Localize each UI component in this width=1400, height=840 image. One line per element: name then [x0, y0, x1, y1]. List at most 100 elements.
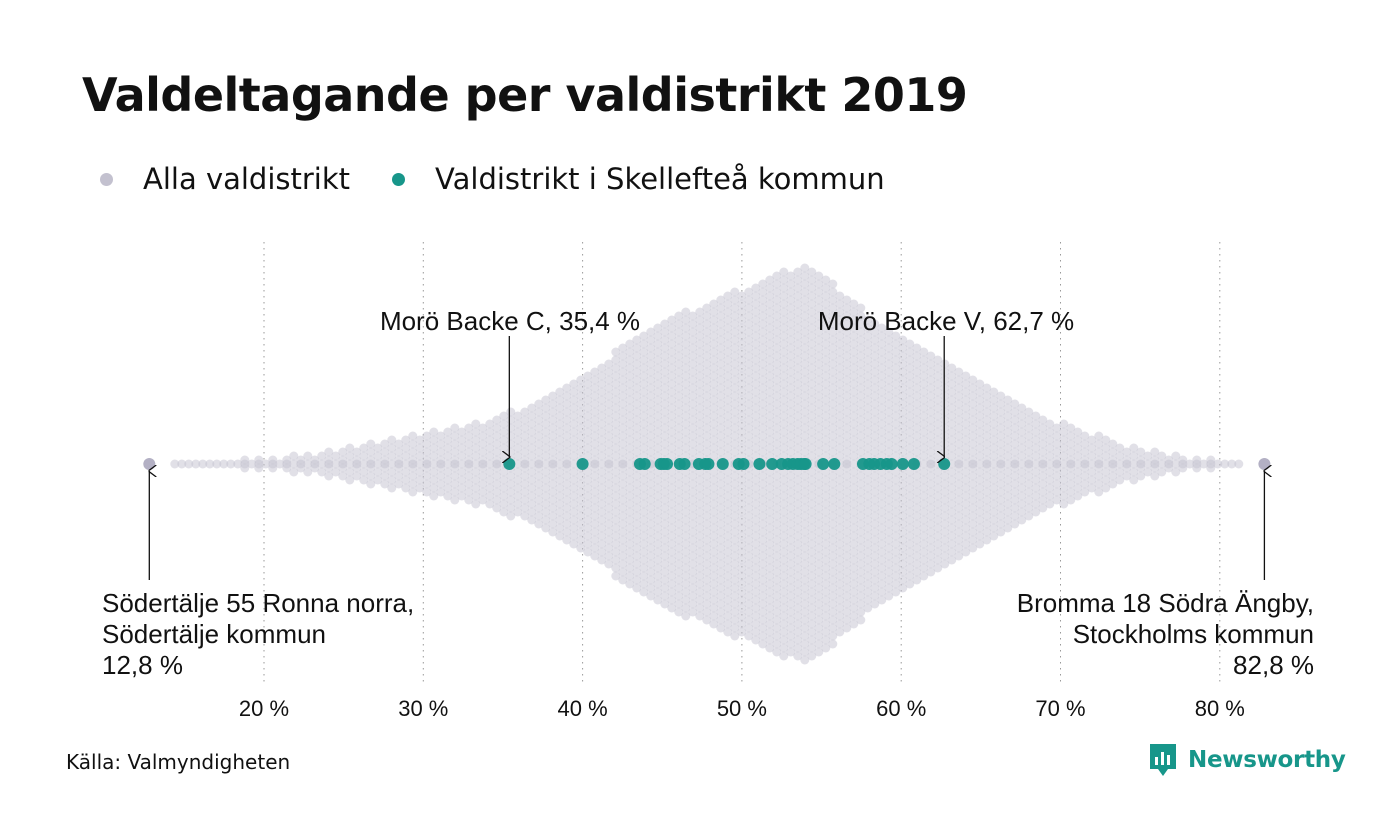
swarm-point — [891, 467, 901, 477]
swarm-point — [702, 543, 712, 553]
swarm-point — [856, 391, 866, 401]
swarm-point — [709, 379, 719, 389]
swarm-point — [849, 315, 859, 325]
swarm-point — [625, 451, 635, 461]
swarm-point — [380, 439, 390, 449]
swarm-point — [849, 555, 859, 565]
swarm-point — [863, 379, 873, 389]
swarm-point — [786, 639, 796, 649]
swarm-point — [828, 527, 838, 537]
swarm-point — [891, 507, 901, 517]
swarm-point — [807, 499, 817, 509]
swarm-point — [282, 455, 292, 465]
swarm-point — [1010, 423, 1020, 433]
swarm-point — [954, 431, 964, 441]
swarm-point — [443, 475, 453, 485]
swarm-point — [975, 539, 985, 549]
swarm-point — [597, 539, 607, 549]
swarm-point — [660, 423, 670, 433]
swarm-point — [702, 415, 712, 425]
swarm-point — [499, 443, 509, 453]
swarm-point — [737, 611, 747, 621]
swarm-point — [821, 499, 831, 509]
swarm-point — [205, 459, 215, 469]
swarm-point — [240, 463, 250, 473]
swarm-point — [800, 415, 810, 425]
swarm-point — [947, 427, 957, 437]
extreme-district-point — [1258, 458, 1271, 470]
swarm-point — [422, 431, 432, 441]
swarm-point — [905, 523, 915, 533]
swarm-point — [688, 551, 698, 561]
skelleftea-point — [885, 458, 898, 470]
swarm-point — [443, 443, 453, 453]
swarm-point — [688, 335, 698, 345]
annotation-label: Stockholms kommun — [1073, 619, 1314, 649]
swarm-point — [422, 439, 432, 449]
swarm-point — [1080, 487, 1090, 497]
swarm-point — [744, 615, 754, 625]
swarm-point — [1080, 463, 1090, 473]
swarm-point — [884, 415, 894, 425]
swarm-point — [541, 403, 551, 413]
swarm-point — [786, 583, 796, 593]
swarm-point — [863, 603, 873, 613]
swarm-point — [1045, 475, 1055, 485]
swarm-point — [597, 435, 607, 445]
swarm-point — [989, 531, 999, 541]
swarm-point — [583, 403, 593, 413]
swarm-point — [849, 563, 859, 573]
swarm-point — [681, 427, 691, 437]
swarm-point — [856, 615, 866, 625]
swarm-point — [849, 515, 859, 525]
swarm-point — [338, 447, 348, 457]
swarm-point — [1010, 439, 1020, 449]
swarm-point — [877, 363, 887, 373]
swarm-point — [688, 559, 698, 569]
swarm-point — [737, 603, 747, 613]
swarm-point — [919, 403, 929, 413]
swarm-point — [681, 531, 691, 541]
swarm-point — [1185, 459, 1195, 469]
swarm-point — [779, 611, 789, 621]
swarm-point — [660, 335, 670, 345]
swarm-point — [541, 411, 551, 421]
swarm-point — [723, 507, 733, 517]
swarm-point — [835, 539, 845, 549]
swarm-point — [695, 579, 705, 589]
swarm-point — [611, 443, 621, 453]
swarm-point — [527, 515, 537, 525]
swarm-point — [975, 483, 985, 493]
swarm-point — [758, 311, 768, 321]
swarm-point — [646, 351, 656, 361]
swarm-point — [723, 323, 733, 333]
swarm-point — [772, 599, 782, 609]
swarm-point — [1059, 451, 1069, 461]
swarm-point — [702, 479, 712, 489]
swarm-point — [569, 507, 579, 517]
swarm-point — [807, 435, 817, 445]
swarm-point — [632, 407, 642, 417]
swarm-point — [919, 355, 929, 365]
swarm-point — [674, 407, 684, 417]
swarm-point — [856, 599, 866, 609]
swarm-point — [513, 499, 523, 509]
swarm-point — [807, 467, 817, 477]
swarm-point — [667, 435, 677, 445]
swarm-point — [534, 431, 544, 441]
swarm-point — [744, 511, 754, 521]
swarm-point — [877, 395, 887, 405]
swarm-point — [1122, 447, 1132, 457]
swarm-point — [814, 591, 824, 601]
swarm-point — [870, 503, 880, 513]
swarm-point — [863, 539, 873, 549]
swarm-point — [814, 287, 824, 297]
swarm-point — [793, 299, 803, 309]
swarm-point — [772, 271, 782, 281]
swarm-point — [401, 483, 411, 493]
swarm-point — [457, 467, 467, 477]
swarm-point — [1045, 443, 1055, 453]
swarm-point — [499, 419, 509, 429]
swarm-point — [751, 379, 761, 389]
swarm-point — [478, 471, 488, 481]
